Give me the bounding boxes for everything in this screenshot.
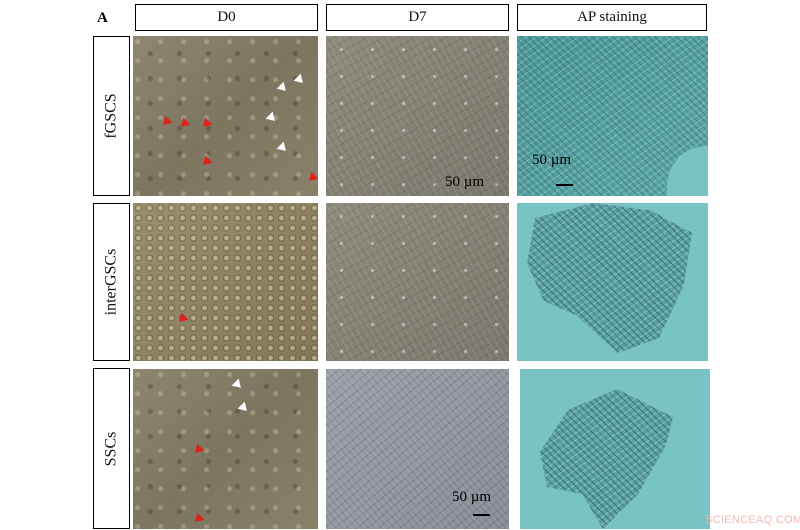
red-arrow-icon [199, 155, 213, 169]
row-header-fgscs: fGSCS [93, 36, 130, 196]
row-header-intergscs: interGSCs [93, 203, 130, 361]
micrograph-intergscs-d7 [326, 203, 509, 361]
red-arrow-icon [305, 171, 318, 185]
white-arrow-icon [231, 378, 245, 392]
row-label: SSCs [102, 431, 120, 466]
row-header-sscs: SSCs [93, 368, 130, 529]
scale-bar [556, 184, 573, 186]
scale-bar-label: 50 µm [532, 152, 572, 168]
row-label: interGSCs [102, 248, 120, 316]
red-arrow-icon [191, 443, 205, 457]
scale-bar-label: 50 µm [452, 489, 492, 505]
white-arrow-icon [276, 81, 290, 95]
cell-colony [540, 389, 673, 529]
micrograph-intergscs-ap [517, 203, 708, 361]
column-header-d0: D0 [135, 4, 318, 31]
red-arrow-icon [159, 115, 173, 129]
red-arrow-icon [199, 117, 213, 131]
red-arrow-icon [175, 312, 189, 326]
watermark: SCIENCEAQ.COM [705, 514, 800, 526]
red-arrow-icon [191, 512, 205, 526]
micrograph-sscs-ap [520, 369, 710, 529]
white-arrow-icon [276, 141, 290, 155]
column-header-ap-staining: AP staining [517, 4, 707, 31]
background-region [667, 146, 708, 196]
micrograph-sscs-d0 [133, 369, 318, 529]
panel-label: A [97, 10, 108, 26]
cell-colony [527, 203, 692, 353]
scale-bar [473, 514, 490, 516]
column-header-d7: D7 [326, 4, 509, 31]
micrograph-intergscs-d0 [133, 203, 318, 361]
scale-bar-label: 50 µm [445, 174, 485, 190]
micrograph-sscs-d7: 50 µm [326, 369, 509, 529]
micrograph-fgscs-d0 [133, 36, 318, 196]
micrograph-fgscs-d7: 50 µm [326, 36, 509, 196]
white-arrow-icon [237, 401, 251, 415]
micrograph-fgscs-ap: 50 µm [517, 36, 708, 196]
row-label: fGSCS [102, 93, 120, 139]
white-arrow-icon [265, 111, 279, 125]
red-arrow-icon [177, 117, 191, 131]
white-arrow-icon [293, 73, 307, 87]
